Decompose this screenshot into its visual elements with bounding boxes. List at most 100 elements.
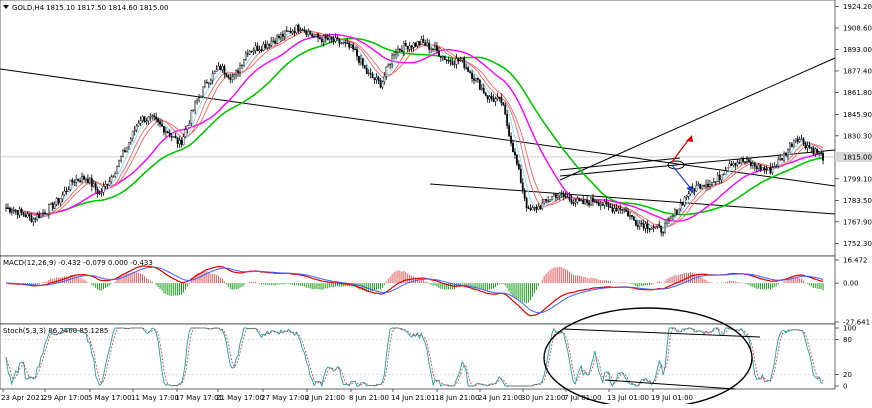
candle-body: [239, 65, 241, 73]
candle-body: [309, 31, 312, 35]
candle-body: [30, 215, 33, 222]
panel-collapse-icon[interactable]: [3, 5, 9, 9]
candle-body: [213, 71, 216, 74]
candle-body: [159, 121, 161, 125]
candle-body: [455, 58, 458, 65]
candle-body: [358, 55, 360, 63]
candle-body: [147, 116, 150, 122]
candle-body: [449, 60, 452, 63]
candle-body: [662, 232, 665, 234]
stoch-tick-label: 20: [843, 371, 852, 379]
candle-body: [658, 224, 661, 227]
candle-body: [796, 138, 799, 142]
candle-body: [186, 125, 189, 130]
candle-body: [488, 96, 491, 100]
stoch-lines: [5, 327, 824, 388]
candle-body: [75, 179, 78, 183]
ma-fast-line: [6, 30, 824, 229]
candle-body: [504, 104, 507, 115]
candle-body: [555, 194, 557, 198]
candle-body: [346, 42, 349, 44]
candle-body: [441, 56, 444, 58]
candle-body: [354, 48, 356, 51]
candle-body: [96, 189, 99, 194]
candle-body: [315, 33, 317, 37]
candle-body: [730, 163, 733, 166]
candle-body: [521, 182, 524, 191]
candle-body: [751, 163, 754, 166]
candle-body: [157, 118, 159, 122]
candle-body: [572, 202, 575, 204]
candle-body: [510, 135, 512, 144]
candle-body: [375, 77, 378, 80]
macd-panel: MACD(12,26,9) -0.432 -0.079 0.000 -0.433…: [0, 255, 870, 327]
candle-body: [629, 215, 631, 217]
symbol-label: GOLD,H4: [12, 4, 45, 12]
candle-body: [469, 71, 471, 74]
candle-body: [272, 40, 275, 42]
candle-body: [163, 126, 165, 133]
candle-body: [402, 42, 405, 52]
candle-body: [28, 213, 31, 217]
candle-body: [373, 77, 376, 80]
arrow-up-head: [686, 135, 693, 142]
candle-body: [385, 66, 388, 77]
candle-body: [114, 173, 117, 177]
candle-body: [297, 24, 300, 31]
candle-body: [564, 196, 567, 198]
candle-body: [660, 225, 663, 233]
candle-body: [609, 206, 612, 208]
candle-body: [699, 183, 702, 189]
candle-body: [814, 148, 817, 155]
time-tick-label: 11 May 17:00: [131, 394, 179, 402]
candle-body: [543, 199, 546, 204]
candle-body: [22, 212, 25, 216]
stoch-upper-trendline: [562, 328, 761, 338]
candle-body: [683, 197, 686, 206]
candle-body: [736, 162, 739, 166]
candle-body: [443, 56, 446, 61]
time-tick-label: 8 Jun 21:00: [349, 394, 389, 402]
candle-body: [293, 31, 296, 33]
candle-body: [395, 52, 397, 55]
candle-body: [701, 185, 704, 189]
candle-body: [508, 125, 510, 137]
candle-body: [313, 36, 315, 38]
candle-body: [537, 206, 540, 210]
candle-body: [551, 196, 553, 200]
candle-body: [453, 63, 456, 66]
candle-body: [447, 60, 450, 62]
candle-body: [621, 209, 624, 211]
candle-body: [496, 97, 499, 100]
macd-signal-line: [6, 266, 824, 314]
candle-body: [724, 170, 727, 175]
candle-body: [623, 209, 626, 211]
candle-body: [12, 210, 15, 213]
candle-body: [607, 203, 610, 208]
candle-body: [812, 147, 815, 155]
candle-body: [679, 203, 682, 210]
candle-body: [321, 38, 323, 43]
candle-body: [642, 223, 645, 229]
candle-body: [746, 159, 748, 163]
candle-body: [711, 181, 713, 185]
candle-body: [478, 79, 481, 90]
candle-body: [714, 181, 717, 183]
candle-body: [666, 219, 668, 224]
candle-body: [180, 139, 183, 146]
candle-body: [258, 49, 261, 51]
candle-body: [605, 201, 608, 205]
candle-body: [502, 102, 505, 106]
candle-body: [547, 200, 550, 202]
candle-body: [529, 208, 532, 211]
candle-body: [203, 81, 206, 88]
candle-body: [652, 227, 655, 229]
candle-body: [16, 210, 19, 216]
candle-body: [221, 66, 224, 70]
candle-body: [36, 214, 39, 220]
price-tick-label: 1924.20: [843, 3, 872, 11]
candle-body: [356, 49, 358, 57]
candle-body: [5, 207, 7, 209]
candle-body: [584, 199, 587, 205]
